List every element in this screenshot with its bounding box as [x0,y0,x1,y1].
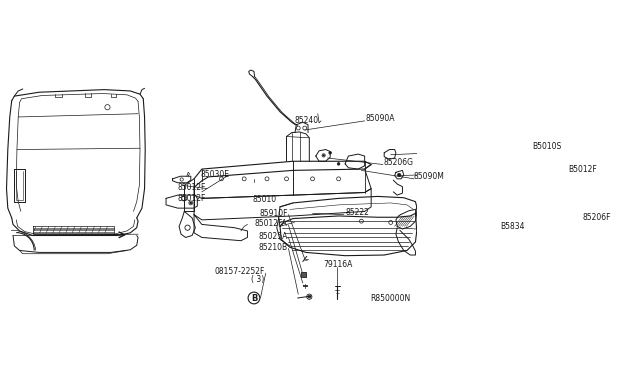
Circle shape [308,295,310,298]
Text: B: B [251,294,257,302]
Text: 85012F: 85012F [177,194,206,203]
Circle shape [337,163,340,165]
Text: 85025A: 85025A [259,232,288,241]
Text: B5010S: B5010S [532,142,562,151]
Circle shape [323,155,324,156]
Text: B5012F: B5012F [568,164,596,174]
Text: ( 3): ( 3) [251,275,264,284]
Text: 85222: 85222 [345,208,369,217]
Text: 08157-2252F: 08157-2252F [214,267,264,276]
Text: R850000N: R850000N [370,294,410,302]
Text: 85206G: 85206G [383,158,413,167]
Text: 85210B: 85210B [259,243,288,252]
Text: 85206F: 85206F [583,214,611,222]
Circle shape [190,202,192,204]
Polygon shape [301,272,306,276]
Circle shape [397,173,401,177]
Text: 85012FA: 85012FA [255,219,288,228]
Text: 85030E: 85030E [200,170,229,179]
Text: 85010: 85010 [253,195,276,204]
Text: B5834: B5834 [500,222,525,231]
Text: 85240: 85240 [295,116,319,125]
Circle shape [329,151,332,154]
Text: 79116A: 79116A [323,260,353,269]
Text: 85090A: 85090A [366,114,396,123]
Text: 85090M: 85090M [413,172,444,182]
Text: 85012F: 85012F [177,183,206,192]
Text: 85910F: 85910F [259,209,288,218]
